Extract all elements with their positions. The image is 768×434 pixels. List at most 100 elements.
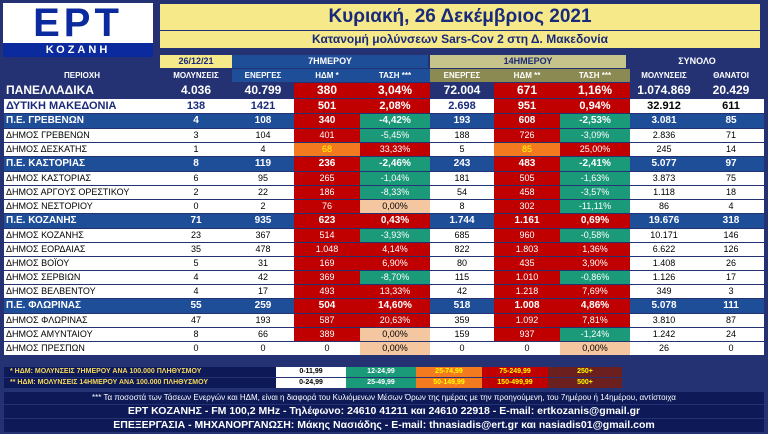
legend-range: 0-24,99 bbox=[276, 378, 346, 388]
column-header: ΠΕΡΙΟΧΗ bbox=[4, 69, 160, 82]
table-cell: 504 bbox=[294, 299, 360, 314]
table-cell: 6.622 bbox=[630, 243, 698, 257]
fourteen-day-header: 14ΗΜΕΡΟΥ bbox=[430, 55, 626, 68]
table-cell: 359 bbox=[430, 314, 494, 328]
table-cell: 0,69% bbox=[560, 214, 630, 229]
column-header: ΗΔΜ ** bbox=[494, 69, 560, 82]
table-cell: -1,63% bbox=[560, 172, 630, 186]
footer-credits: ΕΠΕΞΕΡΓΑΣΙΑ - ΜΗΧΑΝΟΡΓΑΝΩΣΗ: Μάκης Νασιά… bbox=[4, 419, 764, 432]
column-header: ΜΟΛΥΝΣΕΙΣ bbox=[160, 69, 232, 82]
area-name: ΔΗΜΟΣ ΠΡΕΣΠΩΝ bbox=[4, 342, 160, 356]
table-cell: 0,43% bbox=[360, 214, 430, 229]
table-cell: 5 bbox=[430, 143, 494, 157]
legend-label: ** ΗΔΜ: ΜΟΛΥΝΣΕΙΣ 14ΗΜΕΡΟΥ ΑΝΑ 100.000 Π… bbox=[4, 378, 276, 388]
table-cell: 4,86% bbox=[560, 299, 630, 314]
table-cell: 20.429 bbox=[698, 83, 764, 99]
legend-range: 75-249,99 bbox=[482, 367, 548, 377]
table-cell: 193 bbox=[232, 314, 294, 328]
table-cell: 8 bbox=[160, 157, 232, 172]
table-cell: 1.161 bbox=[494, 214, 560, 229]
table-cell: 14 bbox=[698, 143, 764, 157]
table-cell: 3,90% bbox=[560, 257, 630, 271]
table-cell: 3.081 bbox=[630, 114, 698, 129]
table-cell: 10.171 bbox=[630, 229, 698, 243]
table-cell: 80 bbox=[430, 257, 494, 271]
table-cell: 5 bbox=[160, 257, 232, 271]
column-header: ΤΑΣΗ *** bbox=[560, 69, 630, 82]
table-cell: 72.004 bbox=[430, 83, 494, 99]
table-cell: 20,63% bbox=[360, 314, 430, 328]
table-cell: 2.836 bbox=[630, 129, 698, 143]
table-cell: 68 bbox=[294, 143, 360, 157]
table-cell: 259 bbox=[232, 299, 294, 314]
table-cell: 1,16% bbox=[560, 83, 630, 99]
area-name: Π.Ε. ΦΛΩΡΙΝΑΣ bbox=[4, 299, 160, 314]
table-cell: 937 bbox=[494, 328, 560, 342]
table-cell: 401 bbox=[294, 129, 360, 143]
table-cell: 1.126 bbox=[630, 271, 698, 285]
table-cell: 0,00% bbox=[360, 342, 430, 356]
table-cell: 0,00% bbox=[560, 342, 630, 356]
table-cell: 25,00% bbox=[560, 143, 630, 157]
area-name: ΔΗΜΟΣ ΝΕΣΤΟΡΙΟΥ bbox=[4, 200, 160, 214]
table-cell: 349 bbox=[630, 285, 698, 299]
area-name: ΔΗΜΟΣ ΓΡΕΒΕΝΩΝ bbox=[4, 129, 160, 143]
table-cell: 24 bbox=[698, 328, 764, 342]
table-row: ΠΑΝΕΛΛΑΔΙΚΑ 4.036 40.799 380 3,04% 72.004 671 1… bbox=[4, 83, 764, 99]
table-cell: 0 bbox=[430, 342, 494, 356]
table-cell: 188 bbox=[430, 129, 494, 143]
table-row: ΔΗΜΟΣ ΔΕΣΚΑΤΗΣ 1 4 68 33,33% 5 85 25,00% 245 14 bbox=[4, 143, 764, 157]
table-row: ΔΗΜΟΣ ΣΕΡΒΙΩΝ 4 42 369 -8,70% 115 1.010 -0,86% 1… bbox=[4, 271, 764, 285]
area-name: Π.Ε. ΚΟΖΑΝΗΣ bbox=[4, 214, 160, 229]
table-cell: 0 bbox=[494, 342, 560, 356]
table-cell: -0,86% bbox=[560, 271, 630, 285]
table-cell: 3 bbox=[698, 285, 764, 299]
column-header: ΗΔΜ * bbox=[294, 69, 360, 82]
table-cell: 302 bbox=[494, 200, 560, 214]
table-cell: -3,93% bbox=[360, 229, 430, 243]
column-header: ΜΟΛΥΝΣΕΙΣ bbox=[630, 69, 698, 82]
area-name: Π.Ε. ΓΡΕΒΕΝΩΝ bbox=[4, 114, 160, 129]
table-cell: 169 bbox=[294, 257, 360, 271]
table-cell: 587 bbox=[294, 314, 360, 328]
table-cell: 159 bbox=[430, 328, 494, 342]
table-cell: 0 bbox=[160, 342, 232, 356]
table-cell: 3 bbox=[160, 129, 232, 143]
table-cell: 458 bbox=[494, 186, 560, 200]
table-row: ΔΥΤΙΚΗ ΜΑΚΕΔΟΝΙΑ 138 1421 501 2,08% 2.698 951 0… bbox=[4, 99, 764, 114]
table-cell: 47 bbox=[160, 314, 232, 328]
seven-day-header: 7ΗΜΕΡΟΥ bbox=[232, 55, 428, 68]
table-cell: -3,09% bbox=[560, 129, 630, 143]
table-cell: 71 bbox=[698, 129, 764, 143]
table-cell: 505 bbox=[494, 172, 560, 186]
table-cell: 66 bbox=[232, 328, 294, 342]
table-cell: 483 bbox=[494, 157, 560, 172]
table-row: Π.Ε. ΓΡΕΒΕΝΩΝ 4 108 340 -4,42% 193 608 -2,53% 3.… bbox=[4, 114, 764, 129]
table-cell: 318 bbox=[698, 214, 764, 229]
area-name: ΔΗΜΟΣ ΒΟΪΟΥ bbox=[4, 257, 160, 271]
table-cell: 340 bbox=[294, 114, 360, 129]
table-cell: 181 bbox=[430, 172, 494, 186]
legend-range: 25-49,99 bbox=[346, 378, 416, 388]
table-row: ΔΗΜΟΣ ΚΑΣΤΟΡΙΑΣ 6 95 265 -1,04% 181 505 -1,63% 3… bbox=[4, 172, 764, 186]
column-header: ΘΑΝΑΤΟΙ bbox=[698, 69, 764, 82]
table-cell: 18 bbox=[698, 186, 764, 200]
table-cell: 671 bbox=[494, 83, 560, 99]
legend-label: * ΗΔΜ: ΜΟΛΥΝΣΕΙΣ 7ΗΜΕΡΟΥ ΑΝΑ 100.000 ΠΛΗ… bbox=[4, 367, 276, 377]
footnote: *** Τα ποσοστά των Τάσεων Ενεργών και ΗΔ… bbox=[4, 392, 764, 404]
table-cell: 501 bbox=[294, 99, 360, 114]
logo-text: ΕΡΤ bbox=[3, 3, 153, 43]
table-cell: 22 bbox=[232, 186, 294, 200]
table-cell: 75 bbox=[698, 172, 764, 186]
table-row: ΔΗΜΟΣ ΝΕΣΤΟΡΙΟΥ 0 2 76 0,00% 8 302 -11,11% 86 4 bbox=[4, 200, 764, 214]
table-cell: 35 bbox=[160, 243, 232, 257]
table-cell: 55 bbox=[160, 299, 232, 314]
table-cell: 1421 bbox=[232, 99, 294, 114]
table-cell: 0 bbox=[232, 342, 294, 356]
table-cell: 822 bbox=[430, 243, 494, 257]
table-cell: 1.242 bbox=[630, 328, 698, 342]
table-row: ΔΗΜΟΣ ΓΡΕΒΕΝΩΝ 3 104 401 -5,45% 188 726 -3,09% 2… bbox=[4, 129, 764, 143]
table-cell: 85 bbox=[494, 143, 560, 157]
table-cell: -8,33% bbox=[360, 186, 430, 200]
table-cell: 104 bbox=[232, 129, 294, 143]
